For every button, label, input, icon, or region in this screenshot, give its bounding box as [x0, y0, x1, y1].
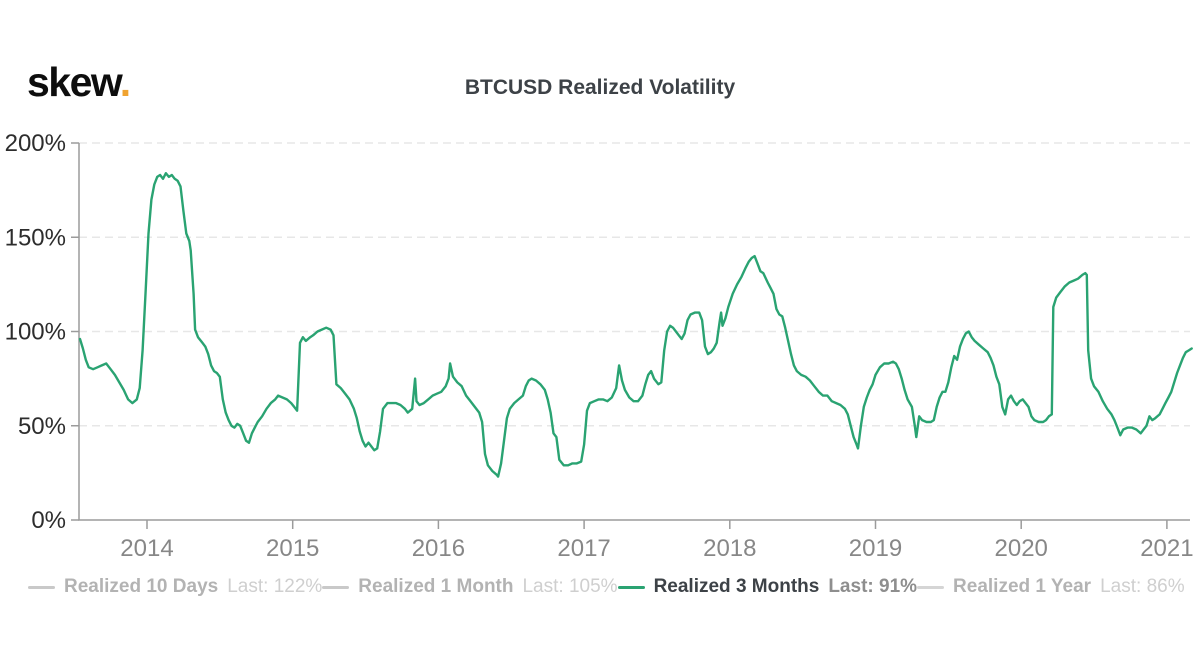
y-axis-label: 200% — [5, 130, 66, 157]
legend-series-name: Realized 3 Months — [653, 576, 820, 597]
legend-series-name: Realized 1 Year — [953, 576, 1092, 597]
legend-series-name: Realized 1 Month — [358, 576, 514, 597]
x-axis-label: 2020 — [995, 535, 1048, 562]
x-axis-label: 2015 — [266, 535, 319, 562]
skew-logo-dot: . — [119, 59, 131, 105]
axis-lines — [78, 143, 1190, 521]
legend-last-value: Last: 86% — [1100, 576, 1185, 597]
legend-marker-icon — [322, 585, 350, 589]
x-axis-label: 2018 — [703, 535, 756, 562]
y-axis-label: 0% — [31, 507, 66, 534]
legend-item-realized-1-year[interactable]: Realized 1 Year Last: 86% — [917, 576, 1185, 598]
x-axis-label: 2014 — [120, 535, 173, 562]
x-axis-label: 2017 — [557, 535, 610, 562]
legend-item-realized-10-days[interactable]: Realized 10 Days Last: 122% — [28, 576, 322, 598]
y-axis-label: 50% — [18, 413, 66, 440]
realized-3-months-line — [78, 171, 1193, 478]
y-axis-label: 100% — [5, 319, 66, 346]
skew-logo: skew. — [27, 59, 131, 105]
legend-item-realized-3-months[interactable]: Realized 3 Months Last: 91% — [617, 576, 918, 598]
legend-marker-icon — [917, 585, 945, 589]
legend-marker-icon — [617, 585, 645, 589]
page-title: BTCUSD Realized Volatility — [464, 76, 736, 99]
legend: Realized 10 Days Last: 122% Realized 1 M… — [0, 576, 1200, 598]
x-axis-label: 2021 — [1140, 535, 1193, 562]
y-axis-label: 150% — [5, 224, 66, 251]
legend-last-value: Last: 122% — [227, 576, 323, 597]
legend-last-value: Last: 105% — [522, 576, 618, 597]
legend-last-value: Last: 91% — [828, 576, 918, 597]
skew-logo-text: skew — [27, 59, 121, 105]
legend-item-realized-1-month[interactable]: Realized 1 Month Last: 105% — [322, 576, 618, 598]
legend-marker-icon — [28, 585, 55, 589]
x-axis-label: 2016 — [412, 535, 465, 562]
legend-series-name: Realized 10 Days — [64, 576, 219, 597]
x-axis-label: 2019 — [849, 535, 902, 562]
